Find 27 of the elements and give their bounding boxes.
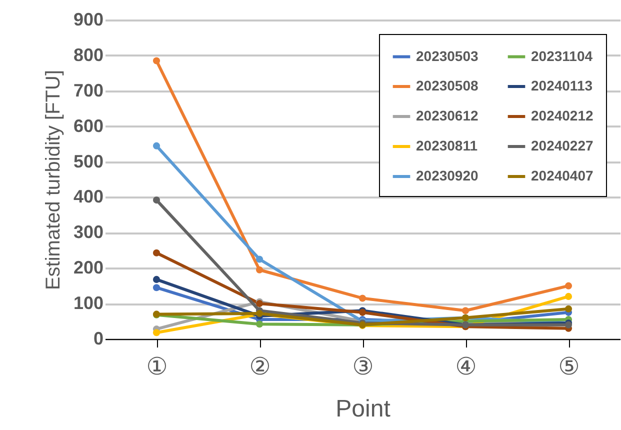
y-tick-label: 600 <box>73 116 104 136</box>
y-tick-label: 900 <box>73 10 104 30</box>
x-tick-label: ④ <box>455 354 477 380</box>
y-tick-label: 400 <box>73 186 104 207</box>
y-axis-title: Estimated turbidity [FTU] <box>42 70 64 290</box>
x-tick-label: ① <box>146 354 168 380</box>
y-tick-label: 0 <box>93 328 104 348</box>
legend-label: 20230612 <box>416 108 479 124</box>
legend-label: 20230811 <box>416 138 478 154</box>
x-tick-label: ② <box>249 354 271 380</box>
y-tick-label: 100 <box>73 293 104 314</box>
x-tick-label: ⑤ <box>558 354 580 380</box>
y-tick-label: 700 <box>73 80 104 100</box>
legend-label: 20230503 <box>416 48 479 64</box>
y-tick-label: 800 <box>73 44 104 65</box>
x-tick-label: ③ <box>352 354 374 380</box>
legend-label: 20230508 <box>416 78 479 94</box>
legend-label: 20240227 <box>531 138 594 154</box>
legend-label: 20240113 <box>531 78 593 94</box>
legend-label: 20231104 <box>531 48 593 64</box>
legend-label: 20240407 <box>531 168 594 184</box>
x-axis-title: Point <box>336 396 391 422</box>
y-tick-label: 300 <box>73 222 104 242</box>
legend-label: 20240212 <box>531 108 594 124</box>
y-tick-label: 200 <box>73 258 104 278</box>
legend-label: 20230920 <box>416 168 479 184</box>
y-tick-label: 500 <box>73 151 104 172</box>
